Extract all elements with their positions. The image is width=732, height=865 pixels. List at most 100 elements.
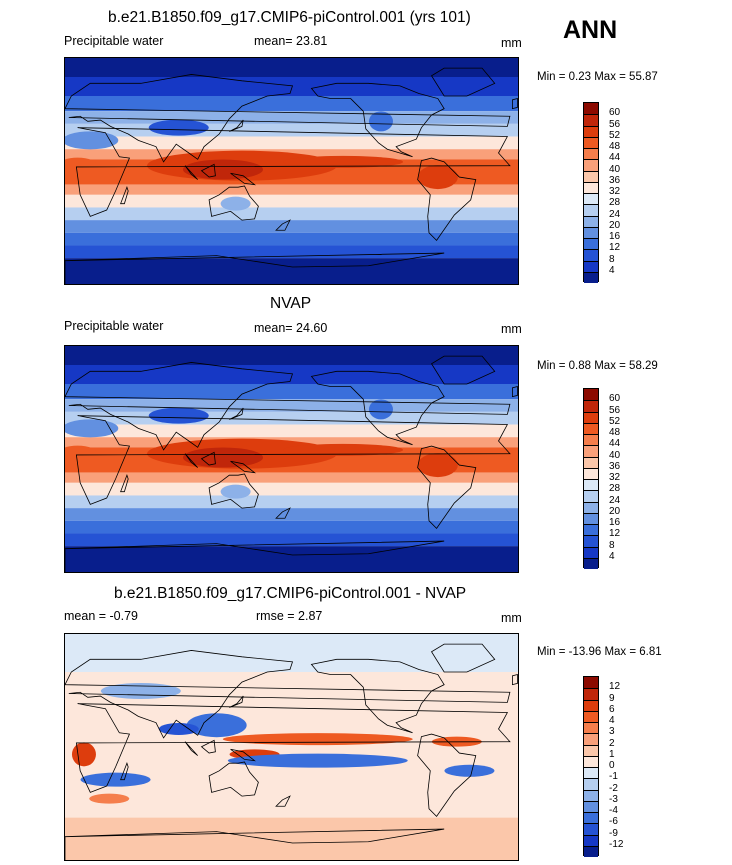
colorbar-tick-label: 40 [609, 449, 621, 461]
panel-1-units: mm [501, 36, 522, 50]
panel-2-title: NVAP [270, 295, 312, 312]
colorbar-cell [584, 445, 598, 457]
colorbar-tick-label: -9 [609, 827, 618, 839]
colorbar-tick-label: 44 [609, 152, 621, 164]
panel-1-map [64, 57, 519, 285]
colorbar-cell [584, 744, 598, 756]
colorbar-tick-label: 9 [609, 692, 615, 704]
colorbar-cell [584, 699, 598, 711]
panel-3-title: b.e21.B1850.f09_g17.CMIP6-piControl.001 … [114, 585, 467, 602]
colorbar-cell [584, 524, 598, 536]
colorbar-tick-label: 2 [609, 737, 615, 749]
colorbar-cell [584, 845, 598, 857]
colorbar-tick-label: 60 [609, 393, 621, 405]
colorbar-cell [584, 249, 598, 261]
colorbar-tick-label: 20 [609, 219, 621, 231]
colorbar-cell [584, 535, 598, 547]
colorbar-cell [584, 400, 598, 412]
colorbar-cell [584, 557, 598, 569]
colorbar-cell [584, 159, 598, 171]
colorbar-cell [584, 422, 598, 434]
colorbar-cell [584, 722, 598, 734]
colorbar-cell [584, 238, 598, 250]
colorbar-cell [584, 467, 598, 479]
colorbar-cell [584, 136, 598, 148]
panel-2-variable-label: Precipitable water [64, 319, 164, 333]
colorbar-tick-label: 4 [609, 264, 615, 276]
panel-1-map-field [65, 58, 518, 284]
panel-2-map-field [65, 346, 518, 572]
colorbar-tick-label: 40 [609, 163, 621, 175]
colorbar-tick-label: 8 [609, 253, 615, 265]
colorbar-cell [584, 501, 598, 513]
panel-3-map [64, 633, 519, 861]
panel-1-title: b.e21.B1850.f09_g17.CMIP6-piControl.001 … [108, 9, 471, 26]
colorbar-cell [584, 512, 598, 524]
colorbar-tick-label: 1 [609, 748, 615, 760]
panel-2-mean-label: mean= 24.60 [254, 321, 328, 335]
colorbar-tick-label: -12 [609, 838, 624, 850]
colorbar-tick-label: -1 [609, 771, 618, 783]
colorbar-cell [584, 114, 598, 126]
colorbar-cell [584, 226, 598, 238]
colorbar-cell [584, 490, 598, 502]
colorbar-cell [584, 389, 598, 401]
colorbar-cell [584, 103, 598, 115]
panel-3-mean-label: mean = -0.79 [64, 609, 139, 623]
colorbar-tick-label: 12 [609, 681, 621, 693]
colorbar-cell [584, 456, 598, 468]
panel-3-rmse-label: rmse = 2.87 [256, 609, 323, 623]
colorbar-tick-label: 28 [609, 483, 621, 495]
panel-2-units: mm [501, 322, 522, 336]
colorbar-cell [584, 148, 598, 160]
panel-1-mean-label: mean= 23.81 [254, 34, 328, 48]
panel-1-minmax: Min = 0.23 Max = 55.87 [537, 71, 658, 83]
colorbar-tick-label: 0 [609, 760, 615, 771]
colorbar-tick-label: 8 [609, 539, 615, 551]
colorbar-cell [584, 193, 598, 205]
colorbar-tick-label: 44 [609, 438, 621, 450]
colorbar-tick-label: 48 [609, 141, 621, 152]
colorbar-tick-label: 28 [609, 197, 621, 209]
colorbar-tick-label: 48 [609, 427, 621, 438]
colorbar-tick-label: -6 [609, 816, 618, 828]
colorbar-cell [584, 204, 598, 216]
colorbar-tick-label: 24 [609, 494, 621, 506]
colorbar-tick-label: 4 [609, 550, 615, 562]
colorbar-tick-label: 4 [609, 715, 615, 726]
colorbar-tick-label: 56 [609, 118, 621, 130]
colorbar-cell [584, 125, 598, 137]
panel-1-colorbar [583, 102, 599, 283]
panel-3-map-field [65, 634, 518, 860]
panel-2-minmax: Min = 0.88 Max = 58.29 [537, 360, 658, 372]
colorbar-tick-label: 16 [609, 517, 621, 528]
colorbar-cell [584, 434, 598, 446]
colorbar-tick-label: -2 [609, 782, 618, 794]
colorbar-tick-label: 16 [609, 231, 621, 242]
colorbar-tick-label: 6 [609, 703, 615, 715]
colorbar-tick-label: 60 [609, 107, 621, 119]
panel-1-variable-label: Precipitable water [64, 34, 164, 48]
colorbar-tick-label: 36 [609, 174, 621, 186]
colorbar-cell [584, 181, 598, 193]
colorbar-tick-label: 36 [609, 460, 621, 472]
colorbar-cell [584, 170, 598, 182]
colorbar-tick-label: -4 [609, 805, 618, 816]
colorbar-cell [584, 215, 598, 227]
panel-3-colorbar [583, 676, 599, 857]
colorbar-tick-label: 56 [609, 404, 621, 416]
colorbar-tick-label: 32 [609, 472, 621, 483]
season-label: ANN [563, 16, 618, 44]
colorbar-cell [584, 411, 598, 423]
colorbar-cell [584, 812, 598, 824]
colorbar-cell [584, 546, 598, 558]
panel-2-map [64, 345, 519, 573]
colorbar-cell [584, 823, 598, 835]
colorbar-tick-label: 52 [609, 415, 621, 427]
colorbar-cell [584, 688, 598, 700]
colorbar-cell [584, 260, 598, 272]
colorbar-cell [584, 677, 598, 689]
colorbar-cell [584, 789, 598, 801]
colorbar-tick-label: 32 [609, 186, 621, 197]
colorbar-cell [584, 271, 598, 283]
